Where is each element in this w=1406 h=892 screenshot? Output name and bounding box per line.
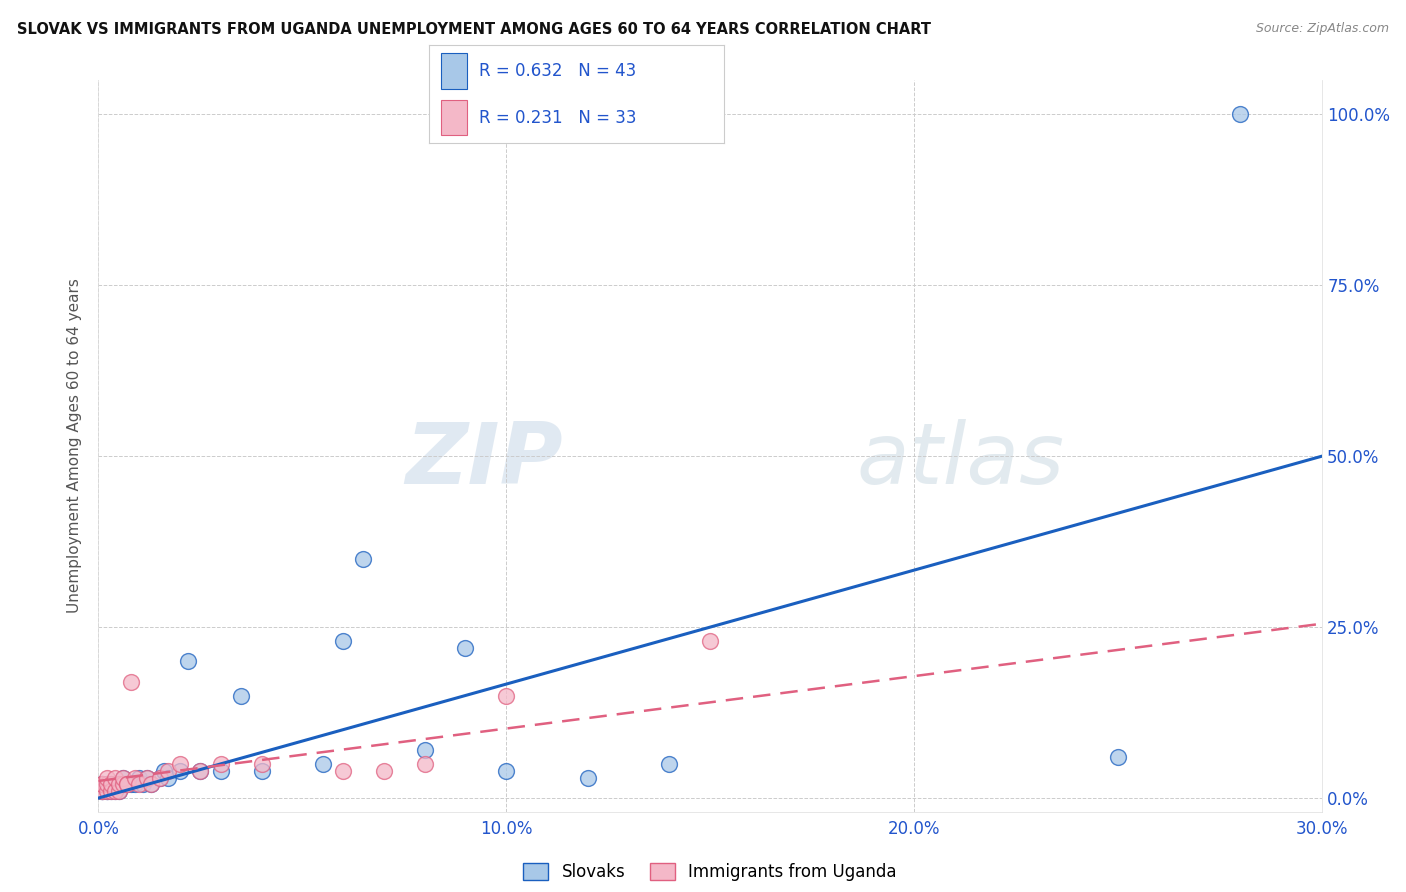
Point [111,771,134,785]
Point [332,633,354,648]
Point [111,777,134,791]
Point [128,777,150,791]
Point [128,771,150,785]
Point [454,640,477,655]
Text: ZIP: ZIP [405,419,564,502]
Point [91,777,114,791]
Point [96,777,118,791]
Point [91,777,114,791]
Point [96,771,118,785]
Point [120,777,142,791]
Bar [440,100,467,135]
Bar [440,54,467,89]
Point [413,743,436,757]
Point [152,764,174,778]
Point [91,777,114,791]
Point [141,777,163,791]
Point [91,784,114,798]
Point [177,654,200,668]
Text: Source: ZipAtlas.com: Source: ZipAtlas.com [1256,22,1389,36]
Point [104,784,127,798]
Point [156,771,179,785]
Point [111,777,134,791]
Point [108,784,131,798]
Point [149,771,172,785]
Y-axis label: Unemployment Among Ages 60 to 64 years: Unemployment Among Ages 60 to 64 years [67,278,83,614]
Point [91,784,114,798]
Point [209,756,232,771]
Point [120,674,142,689]
Point [124,777,146,791]
Point [96,784,118,798]
Point [188,764,212,778]
Point [115,777,138,791]
Point [576,771,599,785]
Point [100,777,122,791]
Point [115,777,138,791]
Text: R = 0.231   N = 33: R = 0.231 N = 33 [479,109,637,128]
Point [149,771,172,785]
Point [104,777,127,791]
Point [136,771,159,785]
Point [413,756,436,771]
Text: SLOVAK VS IMMIGRANTS FROM UGANDA UNEMPLOYMENT AMONG AGES 60 TO 64 YEARS CORRELAT: SLOVAK VS IMMIGRANTS FROM UGANDA UNEMPLO… [17,22,931,37]
Point [91,777,114,791]
Text: atlas: atlas [856,419,1064,502]
Point [108,777,131,791]
Text: R = 0.632   N = 43: R = 0.632 N = 43 [479,62,637,80]
Point [658,756,681,771]
Point [141,777,163,791]
Point [100,784,122,798]
Point [108,777,131,791]
Point [352,551,374,566]
Point [108,784,131,798]
Point [312,756,335,771]
Point [115,777,138,791]
Point [188,764,212,778]
Point [699,633,721,648]
Point [1229,107,1251,121]
Point [96,777,118,791]
Point [96,784,118,798]
Point [91,784,114,798]
Point [104,784,127,798]
Point [231,689,253,703]
Point [100,784,122,798]
Point [100,777,122,791]
Point [96,777,118,791]
Point [96,784,118,798]
Point [111,771,134,785]
Point [132,777,155,791]
Point [1107,750,1129,764]
Point [169,764,191,778]
Point [495,764,517,778]
Point [250,756,273,771]
Point [104,771,127,785]
Point [332,764,354,778]
Point [100,777,122,791]
Legend: Slovaks, Immigrants from Uganda: Slovaks, Immigrants from Uganda [516,856,904,888]
Point [250,764,273,778]
Point [156,764,179,778]
Point [91,784,114,798]
Point [169,756,191,771]
Point [136,771,159,785]
Point [209,764,232,778]
Point [373,764,395,778]
Point [495,689,517,703]
Point [124,771,146,785]
